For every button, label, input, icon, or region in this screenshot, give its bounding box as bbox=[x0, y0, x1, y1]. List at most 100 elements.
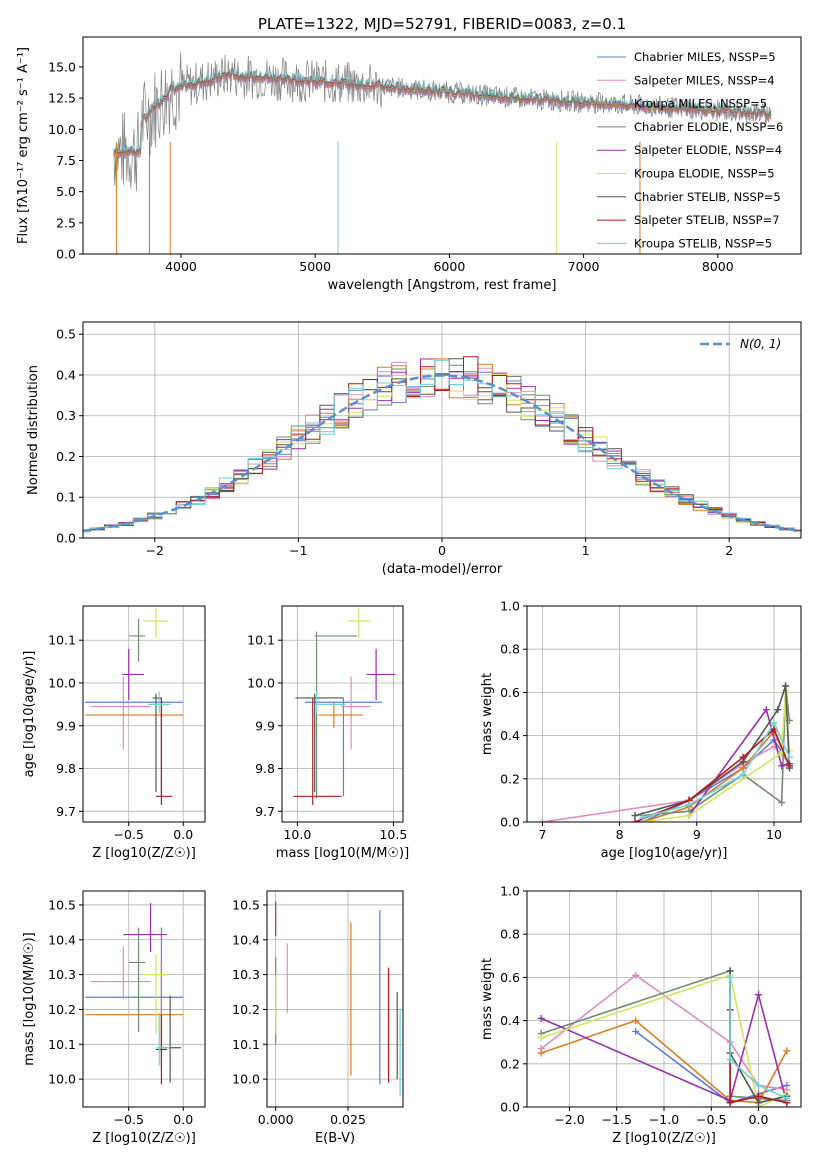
y-tick-label: 10.3 bbox=[232, 967, 260, 982]
y-tick-label: 9.8 bbox=[255, 761, 275, 776]
weight-marker bbox=[537, 1049, 545, 1057]
y-tick-label: 10.4 bbox=[232, 932, 260, 947]
spectrum-model-line bbox=[113, 71, 772, 158]
y-tick-label: 1.0 bbox=[500, 884, 520, 899]
x-axis-label: Z [log10(Z/Z☉)] bbox=[92, 1131, 196, 1146]
y-axis-label: Normed distribution bbox=[26, 365, 41, 495]
histogram-steps bbox=[83, 356, 801, 532]
y-axis-label: mass weight bbox=[480, 958, 495, 1040]
y-tick-label: 10.1 bbox=[48, 1037, 76, 1052]
panel-spectrum: 4000 5000 6000 7000 8000 0.0 2.5 5.0 7.5 10.0 12.5… bbox=[16, 36, 802, 293]
y-tick-label: 9.7 bbox=[56, 804, 76, 819]
legend-entry: Kroupa MILES, NSSP=5 bbox=[634, 97, 767, 111]
x-tick-label: 0 bbox=[438, 543, 446, 558]
weight-marker bbox=[778, 799, 786, 807]
y-tick-label: 10.5 bbox=[232, 897, 260, 912]
spectrum-model-line bbox=[113, 72, 772, 159]
y-tick-label: 10.0 bbox=[232, 1072, 260, 1087]
panel-age_vs_mass: 10.0 10.5 9.7 9.8 9.9 10.0 10.1 mass [log10(M/M… bbox=[247, 605, 409, 861]
y-tick-label: 10.0 bbox=[48, 1072, 76, 1087]
x-tick-label: 6000 bbox=[433, 259, 465, 274]
y-tick-label: 10.5 bbox=[48, 897, 76, 912]
weight-marker bbox=[537, 1034, 545, 1042]
spectrum-model-line bbox=[113, 68, 772, 155]
y-tick-label: 0.4 bbox=[500, 1013, 520, 1028]
histogram-steps bbox=[83, 359, 801, 533]
x-axis-label: Z [log10(Z/Z☉)] bbox=[612, 1131, 716, 1146]
y-axis-label: age [log10(age/yr)] bbox=[22, 651, 37, 778]
y-tick-label: 0.6 bbox=[500, 970, 520, 985]
y-tick-label: 9.9 bbox=[255, 718, 275, 733]
legend-entry: Chabrier STELIB, NSSP=5 bbox=[634, 190, 781, 204]
weight-marker bbox=[632, 971, 640, 979]
y-tick-label: 10.1 bbox=[232, 1037, 260, 1052]
weight-marker bbox=[685, 812, 693, 820]
x-tick-label: −2.0 bbox=[554, 1112, 584, 1127]
y-tick-label: 10.2 bbox=[232, 1002, 260, 1017]
y-tick-label: 0.5 bbox=[56, 327, 76, 342]
panel-age_vs_Z: −0.5 0.0 9.7 9.8 9.9 10.0 10.1 Z [log10(Z/Z☉)] a… bbox=[22, 605, 206, 861]
y-tick-label: 1.0 bbox=[500, 599, 520, 614]
x-axis-label: Z [log10(Z/Z☉)] bbox=[92, 846, 196, 861]
x-tick-label: −0.5 bbox=[114, 827, 144, 842]
x-tick-label: −1 bbox=[289, 543, 307, 558]
y-tick-label: 0.6 bbox=[500, 685, 520, 700]
legend: Chabrier MILES, NSSP=5 Salpeter MILES, NS… bbox=[597, 50, 783, 250]
spectrum-model-line bbox=[113, 70, 772, 157]
plot-area bbox=[85, 903, 184, 1085]
x-tick-label: 5000 bbox=[299, 259, 331, 274]
y-tick-label: 0.0 bbox=[500, 1100, 520, 1115]
y-tick-label: 9.9 bbox=[56, 718, 76, 733]
weight-line bbox=[635, 1030, 788, 1104]
x-tick-label: 0.0 bbox=[749, 1112, 769, 1127]
plot-area bbox=[85, 608, 184, 805]
y-tick-label: 0.4 bbox=[500, 728, 520, 743]
axes-frame bbox=[266, 890, 404, 1108]
weight-marker bbox=[783, 1094, 791, 1102]
plot-area bbox=[275, 901, 401, 1097]
weight-line bbox=[540, 974, 788, 1107]
x-tick-label: 0.025 bbox=[330, 1112, 366, 1127]
y-tick-label: 0.1 bbox=[56, 490, 76, 505]
x-tick-label: −1.0 bbox=[649, 1112, 679, 1127]
y-tick-label: 0.0 bbox=[56, 531, 76, 546]
plot-area bbox=[293, 608, 396, 805]
spectrum-model-line bbox=[113, 73, 772, 160]
y-tick-label: 7.5 bbox=[56, 153, 76, 168]
axes-frame bbox=[281, 605, 404, 823]
weight-marker bbox=[785, 762, 793, 770]
legend-entry: Salpeter STELIB, NSSP=7 bbox=[634, 213, 780, 227]
legend-entry: Salpeter ELODIE, NSSP=4 bbox=[634, 143, 782, 157]
legend-entry: Kroupa STELIB, NSSP=5 bbox=[634, 236, 772, 250]
weight-marker bbox=[770, 719, 778, 727]
x-tick-label: 7 bbox=[538, 827, 546, 842]
figure-title: PLATE=1322, MJD=52791, FIBERID=0083, z=0… bbox=[258, 15, 626, 33]
axes-frame bbox=[82, 605, 206, 823]
weight-line bbox=[634, 727, 791, 822]
y-tick-label: 0.2 bbox=[56, 449, 76, 464]
x-tick-label: 4000 bbox=[165, 259, 197, 274]
x-tick-label: −1.5 bbox=[602, 1112, 632, 1127]
weight-marker bbox=[537, 1014, 545, 1022]
weight-marker bbox=[754, 1099, 762, 1107]
axes-frame bbox=[82, 890, 206, 1108]
x-tick-label: −0.5 bbox=[114, 1112, 144, 1127]
x-tick-label: 9 bbox=[693, 827, 701, 842]
weight-line bbox=[688, 707, 790, 816]
weight-marker bbox=[778, 762, 786, 770]
plot-area bbox=[83, 356, 801, 533]
weight-marker bbox=[739, 764, 747, 772]
y-tick-label: 0.8 bbox=[500, 927, 520, 942]
y-tick-label: 12.5 bbox=[48, 91, 76, 106]
weight-marker bbox=[631, 812, 639, 820]
x-tick-label: 2 bbox=[725, 543, 733, 558]
weight-marker bbox=[685, 801, 693, 809]
y-tick-label: 0.2 bbox=[500, 771, 520, 786]
gaussian-curve bbox=[83, 374, 801, 533]
weight-marker bbox=[774, 706, 782, 714]
legend-entry: Salpeter MILES, NSSP=4 bbox=[634, 73, 775, 87]
x-tick-label: 0.0 bbox=[173, 1112, 193, 1127]
x-tick-label: 10.5 bbox=[379, 827, 407, 842]
weight-line bbox=[634, 685, 791, 817]
